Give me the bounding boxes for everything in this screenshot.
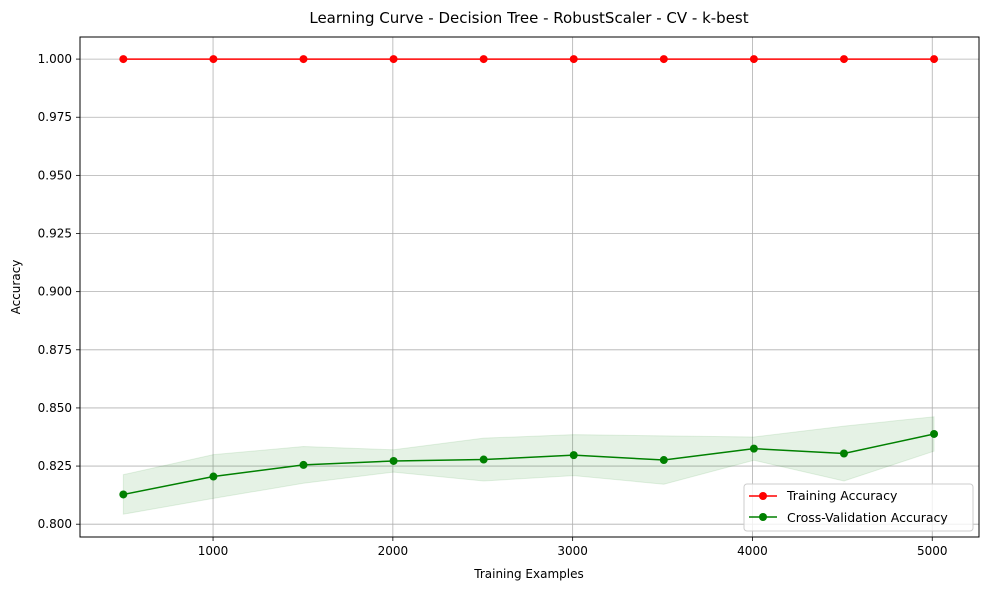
plot-area-frame [79, 36, 980, 538]
y-axis-title: Accuracy [9, 260, 23, 315]
x-axis-ticks: 1000 2000 3000 4000 5000 [198, 537, 948, 558]
legend-label-cv: Cross-Validation Accuracy [787, 510, 948, 525]
y-tick-label: 0.925 [38, 227, 72, 241]
training-accuracy-point [839, 55, 848, 64]
training-accuracy-point [930, 55, 939, 64]
x-tick-label: 2000 [378, 544, 409, 558]
series-points [119, 55, 939, 499]
cv-accuracy-point [569, 451, 578, 460]
y-tick-label: 0.975 [38, 110, 72, 124]
y-tick-label: 0.850 [38, 401, 72, 415]
x-axis-title: Training Examples [473, 567, 583, 581]
legend-swatch-cv-marker [759, 513, 767, 521]
training-accuracy-point [119, 55, 128, 64]
cv-accuracy-point [479, 455, 488, 464]
y-tick-label: 0.800 [38, 517, 72, 531]
cv-accuracy-line [123, 433, 935, 496]
training-accuracy-point [659, 55, 668, 64]
cv-accuracy-point [299, 460, 308, 469]
y-tick-label: 0.875 [38, 343, 72, 357]
cv-accuracy-point [119, 490, 128, 499]
cv-accuracy-point [930, 429, 939, 438]
legend-swatch-training-marker [759, 492, 767, 500]
cv-accuracy-point [839, 449, 848, 458]
y-axis-ticks: 0.800 0.825 0.850 0.875 0.900 0.925 0.950 0.975… [38, 52, 80, 531]
training-accuracy-point [749, 55, 758, 64]
training-accuracy-point [299, 55, 308, 64]
y-tick-label: 0.825 [38, 459, 72, 473]
cv-accuracy-point [209, 472, 218, 481]
y-tick-label: 0.950 [38, 168, 72, 182]
cv-accuracy-point [749, 444, 758, 453]
training-accuracy-point [569, 55, 578, 64]
x-tick-label: 1000 [198, 544, 229, 558]
x-tick-label: 5000 [917, 544, 948, 558]
y-tick-label: 0.900 [38, 285, 72, 299]
y-tick-label: 1.000 [38, 52, 72, 66]
training-accuracy-point [389, 55, 398, 64]
x-tick-label: 3000 [557, 544, 588, 558]
training-accuracy-point [479, 55, 488, 64]
x-tick-label: 4000 [737, 544, 768, 558]
cv-accuracy-point [389, 456, 398, 465]
series-lines [123, 58, 935, 496]
training-accuracy-point [209, 55, 218, 64]
legend-box [743, 483, 974, 532]
chart-title: Learning Curve - Decision Tree - RobustS… [309, 9, 748, 27]
legend-label-training: Training Accuracy [786, 488, 898, 503]
legend: Training Accuracy Cross-Validation Accur… [743, 483, 974, 532]
cv-confidence-band [122, 416, 935, 515]
cv-accuracy-point [659, 456, 668, 465]
